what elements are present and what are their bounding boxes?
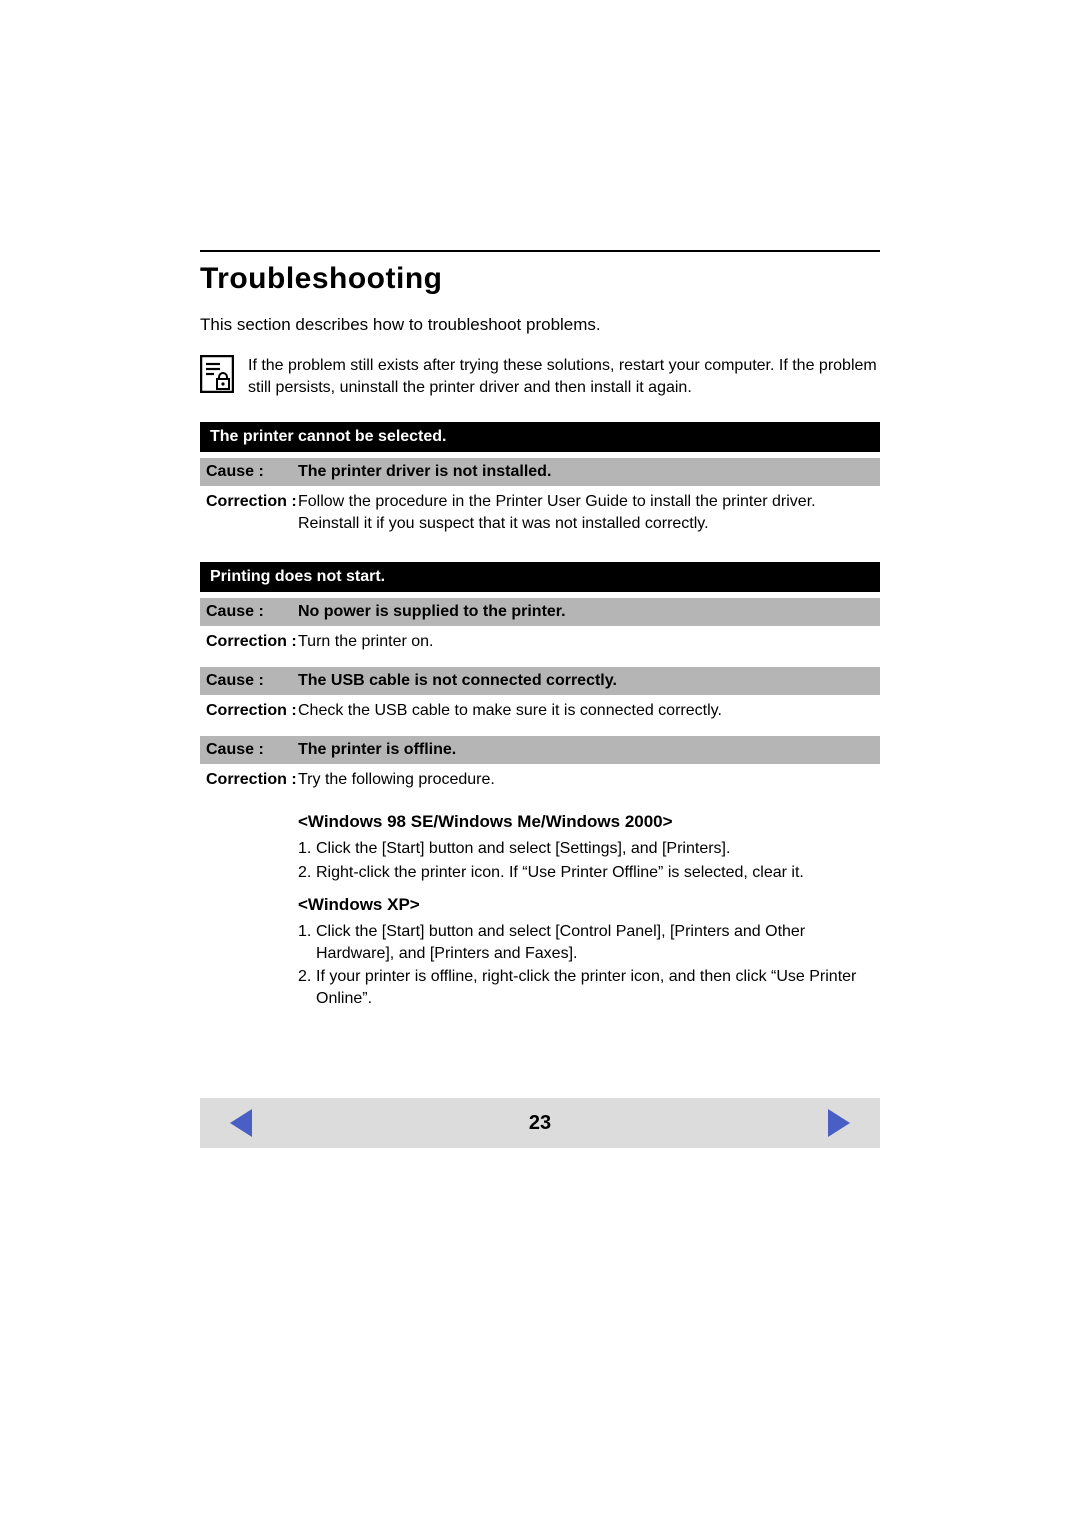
list-item: 1.Click the [Start] button and select [S… [298, 838, 880, 860]
correction-text: Turn the printer on. [298, 631, 874, 653]
prev-page-arrow-icon[interactable] [230, 1109, 252, 1137]
correction-text: Follow the procedure in the Printer User… [298, 491, 874, 534]
list-item: 1.Click the [Start] button and select [C… [298, 921, 880, 964]
procedure-heading-winxp: <Windows XP> [298, 895, 880, 915]
top-rule [200, 250, 880, 252]
correction-row: Correction : Follow the procedure in the… [200, 486, 880, 544]
cause-text: The printer driver is not installed. [298, 463, 551, 481]
correction-label: Correction : [206, 631, 298, 653]
section-header-printing-does-not-start: Printing does not start. [200, 562, 880, 592]
step-text: Click the [Start] button and select [Con… [316, 921, 880, 964]
procedure-heading-win98: <Windows 98 SE/Windows Me/Windows 2000> [298, 812, 880, 832]
next-page-arrow-icon[interactable] [828, 1109, 850, 1137]
list-item: 2.Right-click the printer icon. If “Use … [298, 862, 880, 884]
cause-row: Cause : The USB cable is not connected c… [200, 667, 880, 695]
cause-label: Cause : [206, 741, 298, 759]
cause-row: Cause : The printer driver is not instal… [200, 458, 880, 486]
cause-label: Cause : [206, 603, 298, 621]
procedure-list-winxp: 1.Click the [Start] button and select [C… [298, 921, 880, 1009]
correction-row: Correction : Try the following procedure… [200, 764, 880, 801]
cause-text: No power is supplied to the printer. [298, 603, 566, 621]
page-title: Troubleshooting [200, 262, 880, 296]
intro-text: This section describes how to troublesho… [200, 314, 880, 337]
correction-row: Correction : Turn the printer on. [200, 626, 880, 663]
cause-text: The printer is offline. [298, 741, 456, 759]
step-text: Click the [Start] button and select [Set… [316, 838, 880, 860]
cause-label: Cause : [206, 463, 298, 481]
footer-nav: 23 [200, 1098, 880, 1148]
step-text: If your printer is offline, right-click … [316, 966, 880, 1009]
section-header-printer-cannot-be-selected: The printer cannot be selected. [200, 422, 880, 452]
note-block: If the problem still exists after trying… [200, 355, 880, 398]
correction-text: Check the USB cable to make sure it is c… [298, 700, 874, 722]
document-page: Troubleshooting This section describes h… [0, 0, 1080, 1010]
page-number: 23 [529, 1112, 551, 1135]
cause-label: Cause : [206, 672, 298, 690]
correction-label: Correction : [206, 769, 298, 791]
cause-text: The USB cable is not connected correctly… [298, 672, 617, 690]
correction-label: Correction : [206, 700, 298, 722]
note-icon [200, 355, 234, 393]
note-text: If the problem still exists after trying… [248, 355, 880, 398]
list-item: 2.If your printer is offline, right-clic… [298, 966, 880, 1009]
step-text: Right-click the printer icon. If “Use Pr… [316, 862, 880, 884]
correction-label: Correction : [206, 491, 298, 534]
procedure-list-win98: 1.Click the [Start] button and select [S… [298, 838, 880, 883]
cause-row: Cause : The printer is offline. [200, 736, 880, 764]
cause-row: Cause : No power is supplied to the prin… [200, 598, 880, 626]
correction-row: Correction : Check the USB cable to make… [200, 695, 880, 732]
correction-text: Try the following procedure. [298, 769, 874, 791]
